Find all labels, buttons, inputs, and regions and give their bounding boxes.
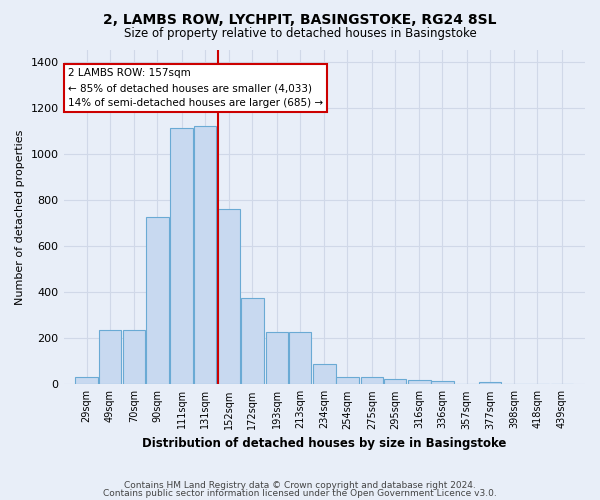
Bar <box>289 332 311 384</box>
Bar <box>266 332 288 384</box>
Bar <box>76 378 98 384</box>
Text: 2, LAMBS ROW, LYCHPIT, BASINGSTOKE, RG24 8SL: 2, LAMBS ROW, LYCHPIT, BASINGSTOKE, RG24… <box>103 12 497 26</box>
Text: 2 LAMBS ROW: 157sqm
← 85% of detached houses are smaller (4,033)
14% of semi-det: 2 LAMBS ROW: 157sqm ← 85% of detached ho… <box>68 68 323 108</box>
Bar <box>408 380 431 384</box>
Bar <box>361 378 383 384</box>
Bar <box>218 209 241 384</box>
Bar <box>241 298 263 384</box>
Bar <box>336 378 359 384</box>
Bar <box>123 330 145 384</box>
Bar <box>170 128 193 384</box>
Bar <box>479 382 501 384</box>
Bar <box>98 330 121 384</box>
Text: Contains public sector information licensed under the Open Government Licence v3: Contains public sector information licen… <box>103 488 497 498</box>
Text: Size of property relative to detached houses in Basingstoke: Size of property relative to detached ho… <box>124 28 476 40</box>
Bar <box>194 126 216 384</box>
Bar <box>384 378 406 384</box>
Text: Contains HM Land Registry data © Crown copyright and database right 2024.: Contains HM Land Registry data © Crown c… <box>124 481 476 490</box>
Bar <box>431 381 454 384</box>
Bar <box>146 217 169 384</box>
Y-axis label: Number of detached properties: Number of detached properties <box>15 130 25 305</box>
X-axis label: Distribution of detached houses by size in Basingstoke: Distribution of detached houses by size … <box>142 437 506 450</box>
Bar <box>313 364 335 384</box>
